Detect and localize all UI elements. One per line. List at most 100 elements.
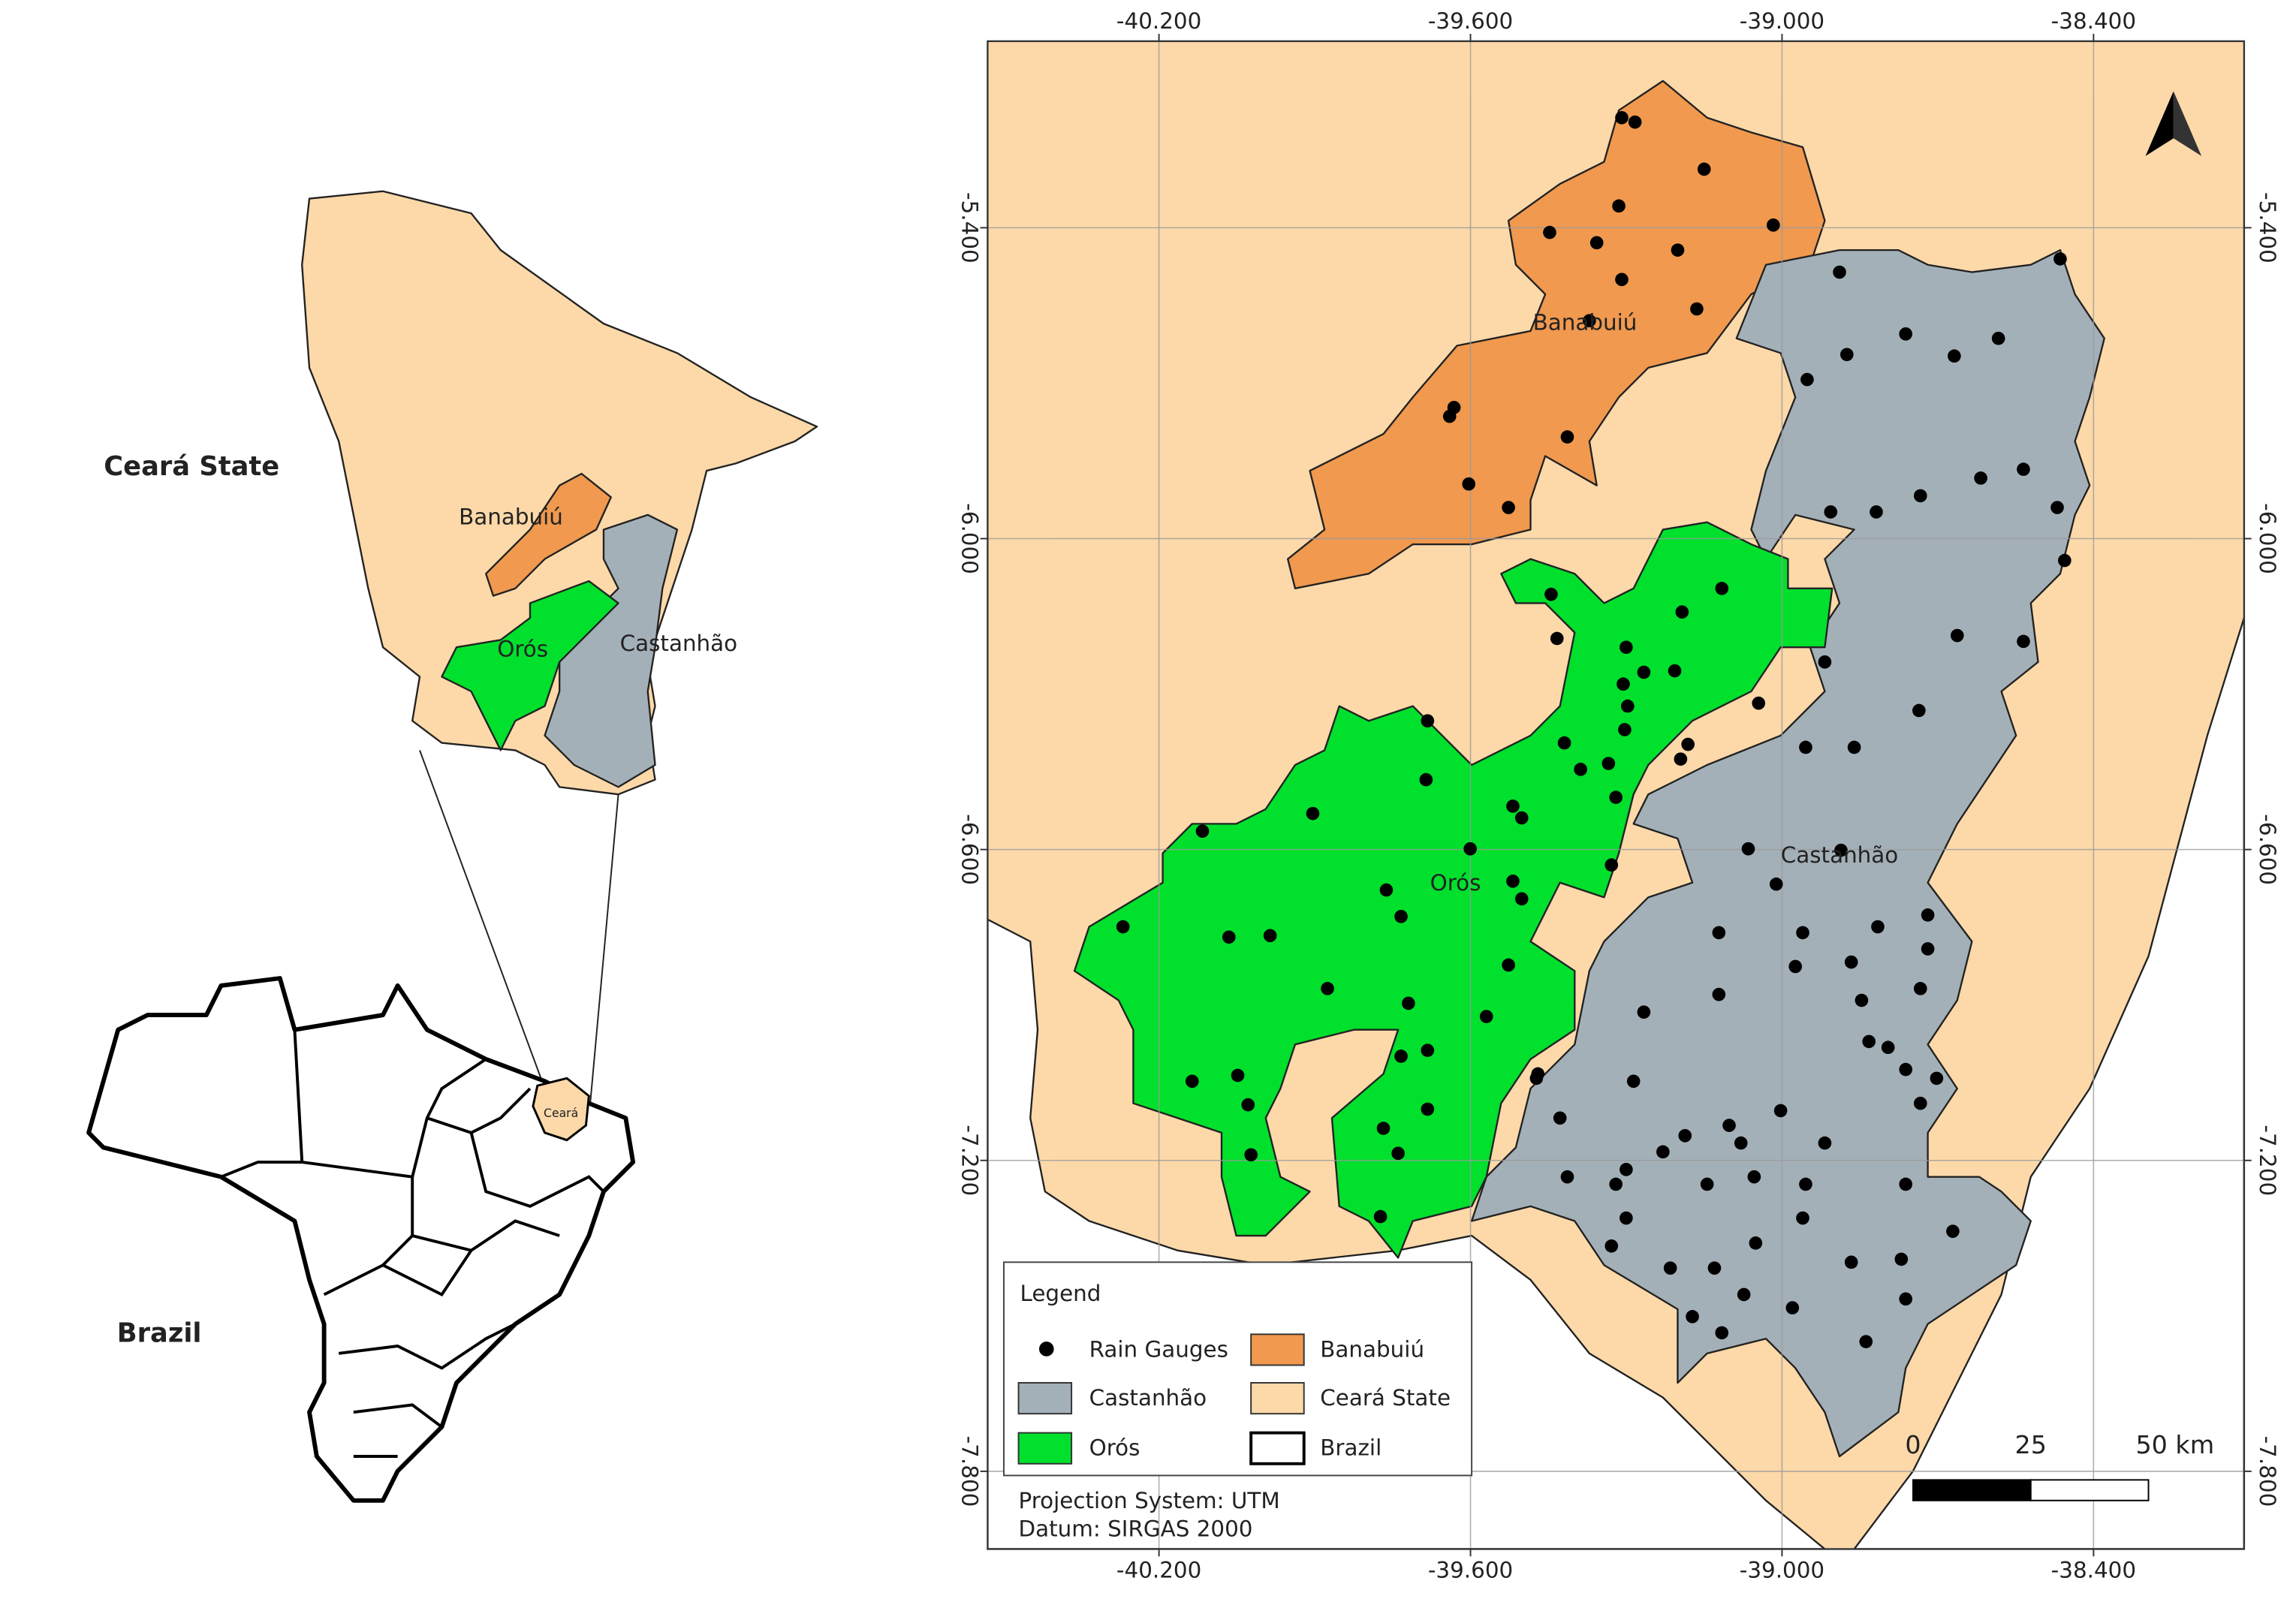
legend-title: Legend bbox=[1020, 1281, 1101, 1306]
rain-gauge bbox=[1870, 505, 1883, 519]
rain-gauge bbox=[1930, 1071, 1944, 1086]
rain-gauge bbox=[1767, 218, 1780, 232]
rain-gauge bbox=[1818, 1136, 1832, 1150]
rain-gauge bbox=[1620, 1211, 1633, 1225]
legend-label: Orós bbox=[1089, 1435, 1140, 1461]
rain-gauge bbox=[1421, 1102, 1435, 1116]
rain-gauge bbox=[1502, 501, 1515, 514]
rain-gauge bbox=[1621, 699, 1635, 713]
rain-gauge bbox=[1799, 1177, 1812, 1191]
rain-gauge bbox=[1974, 471, 1987, 485]
y-tick-label: -7.800 bbox=[2255, 1436, 2280, 1507]
legend-swatch bbox=[1250, 1382, 1305, 1415]
rain-gauge bbox=[1583, 314, 1596, 328]
basin-label: Banabuiú bbox=[459, 504, 563, 529]
legend-swatch bbox=[1250, 1333, 1305, 1366]
rain-gauge bbox=[1715, 582, 1729, 595]
grid bbox=[987, 41, 2244, 1549]
rain-gauge bbox=[1913, 982, 1927, 995]
rain-gauge bbox=[1678, 1128, 1692, 1143]
rain-gauge bbox=[1912, 703, 1926, 718]
rain-gauge bbox=[1697, 162, 1711, 176]
y-tick-label: -7.200 bbox=[2255, 1125, 2280, 1196]
legend-label: Rain Gauges bbox=[1089, 1336, 1228, 1362]
connector-line bbox=[419, 750, 546, 1089]
legend-box bbox=[1002, 1261, 1473, 1477]
rain-gauge bbox=[1913, 1096, 1927, 1110]
rain-gauge bbox=[1800, 372, 1814, 387]
rain-gauge bbox=[1769, 877, 1783, 891]
inset-state: Ceará State Banabuiú Orós Castanhão bbox=[104, 190, 818, 1119]
rain-gauge bbox=[1671, 243, 1685, 257]
basin-label: Banabuiú bbox=[1533, 310, 1638, 336]
x-tick-label: -39.600 bbox=[1428, 1557, 1513, 1582]
scale-segment bbox=[2029, 1479, 2150, 1501]
rain-gauge bbox=[1712, 926, 1726, 940]
rain-gauge bbox=[1222, 930, 1236, 944]
rain-gauge bbox=[1506, 799, 1520, 813]
rain-gauge bbox=[1543, 225, 1556, 239]
scale-label: 25 bbox=[2015, 1430, 2047, 1459]
rain-gauge bbox=[1834, 843, 1848, 857]
rain-gauge bbox=[1550, 631, 1564, 646]
state-small-label: Ceará bbox=[544, 1106, 578, 1120]
rain-gauge bbox=[1690, 302, 1704, 316]
legend-swatch bbox=[1249, 1431, 1306, 1465]
rain-gauge bbox=[1855, 993, 1869, 1007]
rain-gauge bbox=[1263, 929, 1277, 943]
banabuiu-basin bbox=[1286, 80, 1826, 590]
rain-gauge bbox=[1601, 757, 1616, 770]
basin-label: Castanhão bbox=[620, 631, 738, 656]
rain-gauge bbox=[2017, 634, 2030, 649]
rain-gauge bbox=[1560, 430, 1574, 444]
rain-gauge bbox=[1847, 740, 1861, 754]
scale-label: 50 km bbox=[2135, 1430, 2214, 1459]
rain-gauge bbox=[1394, 910, 1408, 923]
x-tick-label: -40.200 bbox=[1116, 8, 1201, 34]
oros-inset bbox=[441, 580, 619, 751]
state-borders bbox=[220, 1029, 605, 1458]
rain-gauge bbox=[1612, 199, 1626, 213]
rain-gauge bbox=[1818, 655, 1832, 669]
x-tick-label: -40.200 bbox=[1116, 1557, 1201, 1582]
rain-gauge bbox=[1752, 696, 1766, 710]
rain-gauge bbox=[1921, 942, 1935, 956]
rain-gauge bbox=[1421, 1043, 1435, 1057]
rain-gauge bbox=[1785, 1301, 1800, 1314]
rain-gauge bbox=[1244, 1148, 1258, 1162]
basin-label: Castanhão bbox=[1781, 842, 1899, 868]
rain-gauge bbox=[1741, 842, 1755, 856]
rain-gauge bbox=[1946, 1224, 1960, 1238]
rain-gauge bbox=[1391, 1146, 1405, 1161]
rain-gauge bbox=[1722, 1119, 1736, 1132]
rain-gauge bbox=[2050, 501, 2064, 514]
coordinate-ticks: -40.200 -40.200 -39.600 -39.600 -39.000 -39.0… bbox=[957, 8, 2279, 1582]
rain-gauge bbox=[1609, 790, 1623, 804]
y-tick-label: -7.800 bbox=[957, 1436, 982, 1507]
rain-gauges bbox=[1116, 110, 2072, 1348]
scale-segment bbox=[1912, 1479, 2032, 1501]
rain-gauge bbox=[1419, 772, 1433, 787]
rain-gauge bbox=[1712, 987, 1726, 1001]
rain-gauge bbox=[1894, 1252, 1909, 1266]
rain-gauge bbox=[1899, 1062, 1913, 1077]
rain-gauge bbox=[1618, 723, 1632, 736]
legend-label: Brazil bbox=[1320, 1435, 1382, 1461]
rain-gauge bbox=[1844, 1255, 1858, 1269]
rain-gauge bbox=[1321, 982, 1334, 995]
rain-gauge bbox=[1620, 640, 1633, 655]
country-label: Brazil bbox=[117, 1317, 202, 1348]
rain-gauge bbox=[1700, 1177, 1714, 1191]
rain-gauge bbox=[1833, 265, 1846, 279]
rain-gauge bbox=[1373, 1209, 1388, 1224]
rain-gauge bbox=[1656, 1145, 1670, 1159]
legend: Legend Rain Gauges Banabuiú Castanhão Ce… bbox=[1002, 1261, 1473, 1477]
rain-gauge bbox=[1615, 110, 1629, 125]
x-tick-label: -39.600 bbox=[1428, 8, 1513, 34]
rain-gauge bbox=[1544, 587, 1558, 601]
rain-gauge bbox=[1394, 1049, 1408, 1063]
rain-gauge bbox=[1589, 236, 1604, 250]
rain-gauge bbox=[1681, 737, 1695, 751]
main-map: Banabuiú Castanhão Orós Legend Rain Gaug… bbox=[987, 41, 2244, 1549]
